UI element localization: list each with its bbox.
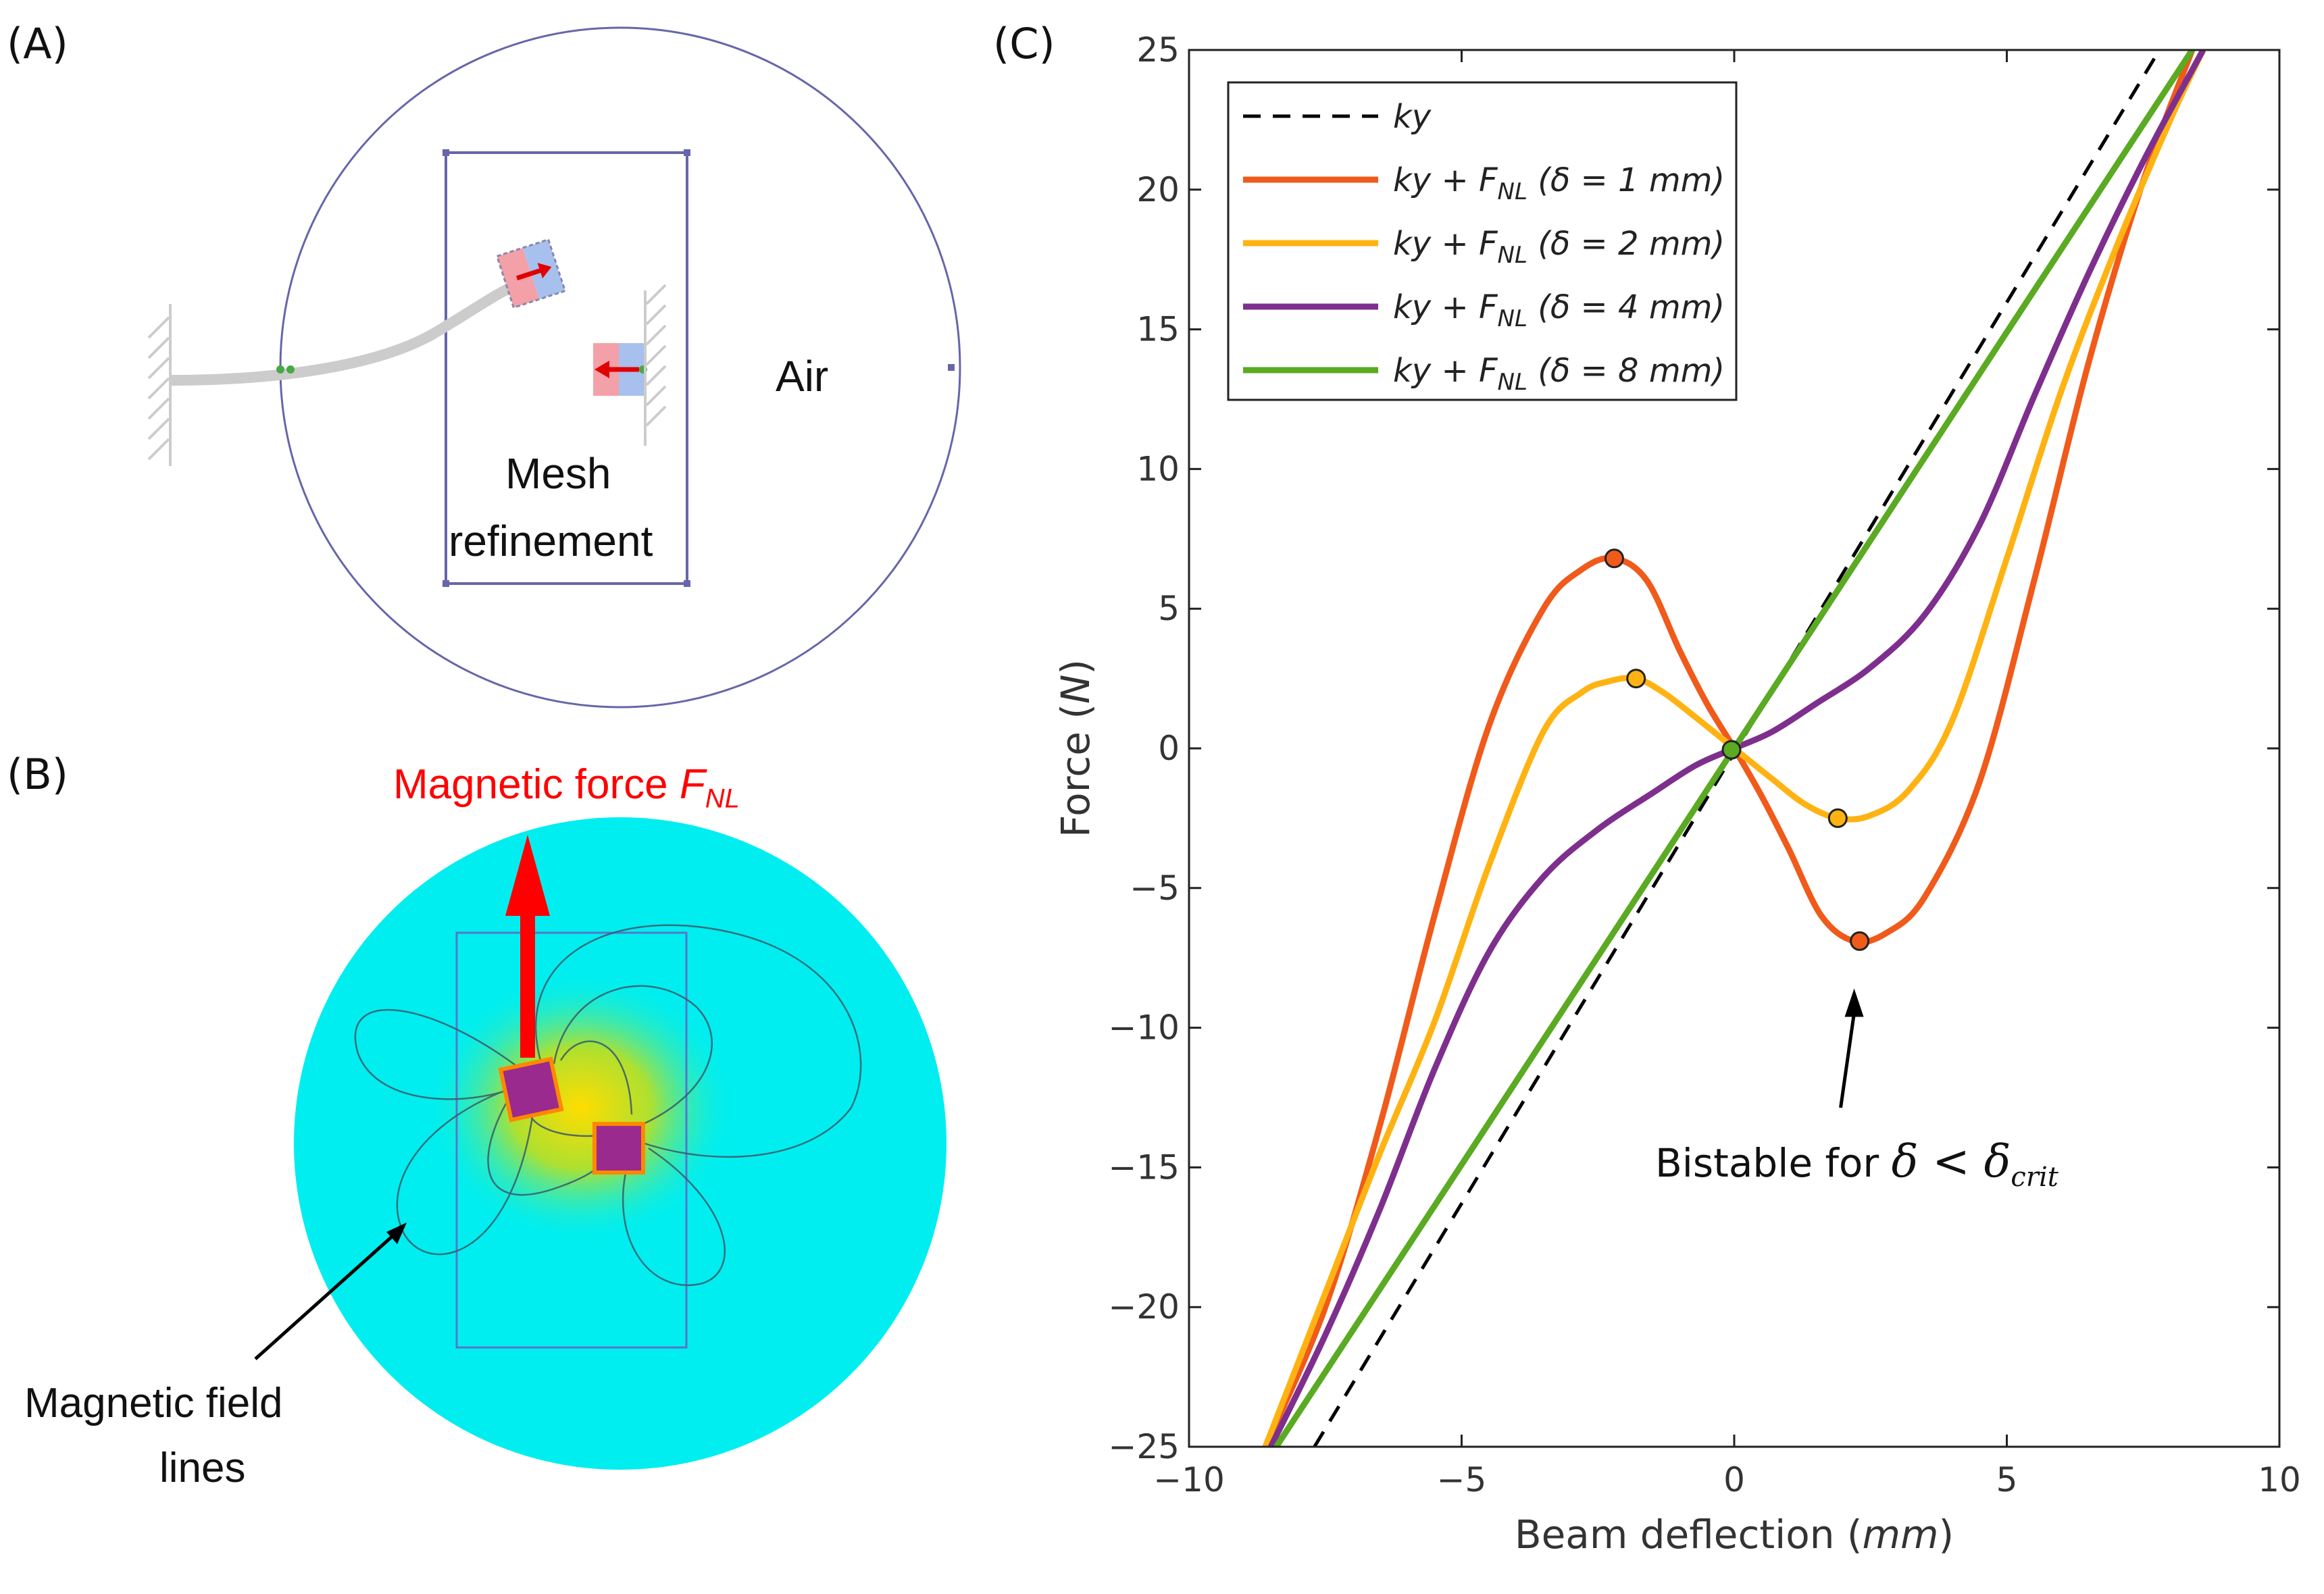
bistable-annotation: Bistable for δ < δcrit xyxy=(1655,1135,2059,1193)
x-tick-label: 0 xyxy=(1723,1460,1745,1499)
y-axis-label: Force (N) xyxy=(1053,659,1098,838)
field-intensity-glow xyxy=(426,973,736,1243)
field-lines-label-2: lines xyxy=(159,1445,246,1491)
y-tick-label: 25 xyxy=(1136,30,1180,70)
panel-b-field-plot xyxy=(254,817,946,1470)
panel-a-schematic xyxy=(147,26,961,709)
y-tick-label: 0 xyxy=(1158,729,1180,768)
field-lines-pointer-arrow xyxy=(254,1223,407,1360)
legend-entry-d8: ky + FNL (δ = 8 mm) xyxy=(1393,352,1725,396)
legend-entry-d2: ky + FNL (δ = 2 mm) xyxy=(1393,225,1725,269)
magnetic-force-symbol: F xyxy=(679,761,705,808)
legend-entry-d4: ky + FNL (δ = 4 mm) xyxy=(1393,288,1725,332)
y-tick-label: −20 xyxy=(1108,1287,1180,1327)
x-tick-label: −10 xyxy=(1153,1460,1225,1499)
cantilever-beam xyxy=(170,278,522,386)
y-tick-label: 20 xyxy=(1136,170,1180,209)
domain-vertex-points xyxy=(443,149,955,587)
magnetic-force-arrow xyxy=(505,835,550,1058)
magnet-1-core xyxy=(498,1056,564,1123)
annotation-arrow-line xyxy=(1839,1012,1856,1108)
field-mesh-box xyxy=(455,931,688,1349)
moving-magnet xyxy=(495,238,567,309)
extremum-marker-d1 xyxy=(1604,548,1624,569)
x-tick-label: −5 xyxy=(1437,1460,1487,1499)
y-tick-label: 15 xyxy=(1136,310,1180,349)
y-tick-label: −5 xyxy=(1130,869,1180,908)
panel-c-label: (C) xyxy=(993,19,1055,68)
air-label: Air xyxy=(776,352,829,401)
extremum-marker-d8 xyxy=(1721,740,1742,760)
magnetic-force-subscript: NL xyxy=(705,783,740,814)
y-tick-label: −15 xyxy=(1108,1148,1180,1187)
magnetic-force-text: Magnetic force xyxy=(393,761,668,808)
extremum-marker-d2 xyxy=(1827,808,1848,828)
magnet-2-core xyxy=(592,1122,645,1175)
left-clamp-support xyxy=(147,304,172,466)
panel-b-label: (B) xyxy=(7,750,68,799)
extremum-marker-d1 xyxy=(1850,931,1870,951)
x-tick-label: 5 xyxy=(1996,1460,2018,1499)
y-tick-label: −10 xyxy=(1108,1008,1180,1048)
chart-plot-layer: −10 −5 0 5 10 −25 −20 −15 −10 −5 0 5 10 15 20 25 Beam de… xyxy=(1053,30,2301,1558)
panel-a-label: (A) xyxy=(7,19,68,68)
magnetic-force-label: Magnetic force FNL xyxy=(393,761,740,814)
plot-frame xyxy=(1188,49,2281,1448)
legend-entry-d1: ky + FNL (δ = 1 mm) xyxy=(1393,161,1725,205)
mesh-label-line1: Mesh xyxy=(505,449,611,498)
fixed-magnet xyxy=(593,343,647,396)
mesh-label-line2: refinement xyxy=(449,517,653,565)
y-tick-label: 10 xyxy=(1136,449,1180,488)
extremum-marker-d2 xyxy=(1626,669,1646,689)
x-axis-label: Beam deflection (mm) xyxy=(1515,1512,1954,1558)
y-tick-label: −25 xyxy=(1108,1427,1180,1466)
right-clamp-support xyxy=(644,284,667,446)
legend-entry-ky: ky xyxy=(1393,98,1432,136)
x-tick-label: 10 xyxy=(2258,1460,2301,1499)
mesh-refinement-box xyxy=(445,151,688,585)
field-lines-label-1: Magnetic field xyxy=(24,1380,283,1426)
annotation-arrow-head xyxy=(1844,988,1864,1017)
y-tick-label: 5 xyxy=(1158,589,1180,628)
force-deflection-chart: −10 −5 0 5 10 −25 −20 −15 −10 −5 0 5 10 15 20 25 Beam de… xyxy=(1053,30,2301,1558)
